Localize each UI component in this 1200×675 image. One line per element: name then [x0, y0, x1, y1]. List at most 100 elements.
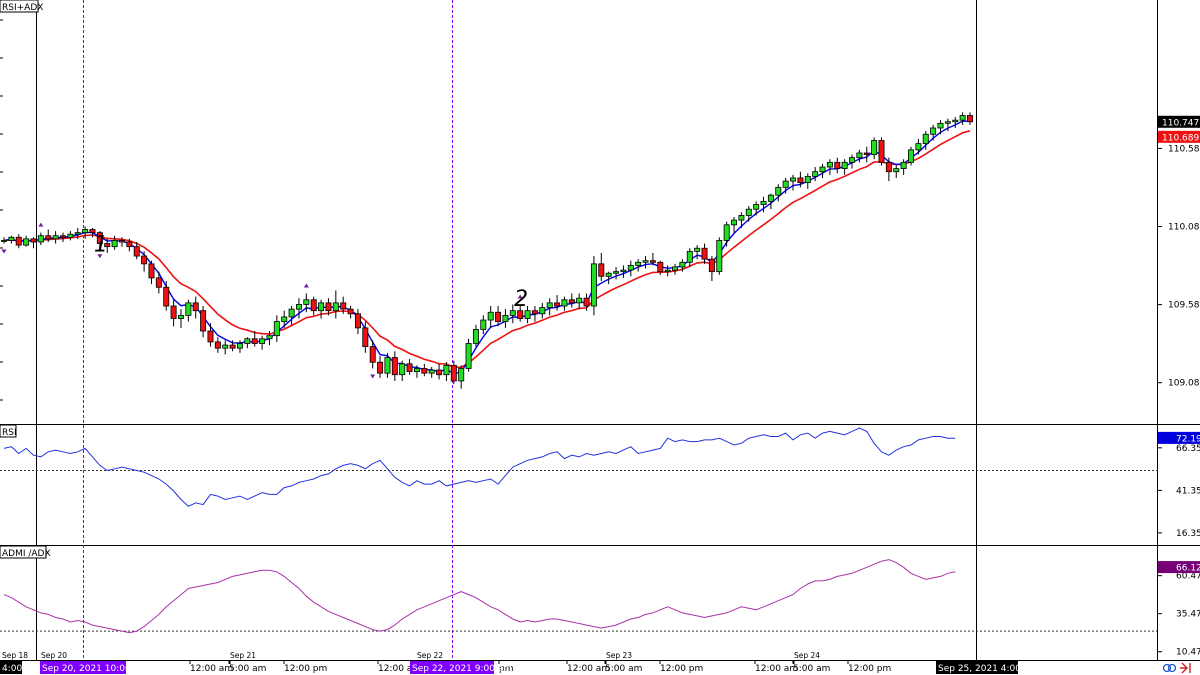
candle-body — [465, 343, 472, 369]
candle-body — [30, 238, 37, 243]
candle — [502, 309, 509, 328]
candle-body — [214, 341, 221, 349]
candle-body — [967, 115, 973, 123]
candle — [399, 360, 406, 381]
candle-body — [642, 260, 649, 263]
price-tick-label: 109.089 — [1168, 379, 1200, 389]
candle — [450, 360, 457, 385]
candle — [170, 299, 177, 327]
candle-body — [82, 229, 89, 234]
candle-body — [745, 208, 752, 216]
candle-body — [413, 368, 420, 372]
candle — [804, 173, 811, 189]
candle — [944, 118, 951, 132]
candle-body — [155, 277, 162, 288]
candle-body — [797, 177, 804, 184]
candle-body — [944, 121, 951, 124]
candle-body — [952, 119, 959, 123]
candle — [185, 299, 192, 322]
candle — [967, 112, 973, 125]
link-icon[interactable] — [1162, 663, 1177, 673]
candle-body — [480, 319, 487, 330]
candle-body — [244, 338, 251, 344]
candle-body — [767, 194, 774, 202]
candle — [45, 229, 52, 242]
candle — [273, 315, 280, 342]
autoscroll-arrow-icon[interactable] — [1180, 662, 1191, 674]
candle — [937, 120, 944, 135]
candle-body — [627, 265, 634, 271]
pane-title-rsi: RSI — [0, 424, 17, 438]
candle-body — [672, 266, 679, 271]
candle-body — [288, 308, 295, 318]
candle-body — [310, 299, 317, 312]
adx-tick-label: 10.47 — [1176, 648, 1200, 658]
candle-body — [119, 240, 125, 243]
candle — [701, 243, 708, 264]
candle — [207, 323, 214, 347]
candle-body — [937, 122, 944, 129]
candle — [708, 256, 715, 282]
main-price-pane[interactable]: 1 2 110.747 110.689 — [1, 112, 1200, 389]
candle — [155, 271, 162, 294]
candle-body — [222, 344, 229, 349]
candle-body — [605, 272, 612, 277]
candle — [74, 227, 81, 239]
rsi-pane[interactable]: 66.35 41.35 16.35 72.19 — [0, 427, 1200, 539]
candle — [495, 306, 502, 327]
candle — [126, 238, 133, 252]
slow-moving-average-line — [3, 130, 971, 369]
candle-body — [863, 152, 870, 155]
pane-title-main-text: RSI+ADX — [2, 3, 43, 13]
candle-body — [45, 235, 52, 240]
time-axis-label: 12:00 pm — [848, 664, 891, 674]
candle — [200, 306, 207, 338]
last-price-box — [1158, 130, 1200, 143]
time-axis-label: Sep 24 — [794, 651, 820, 660]
candle — [244, 337, 251, 349]
candle — [679, 259, 686, 272]
candle — [561, 296, 568, 311]
candle — [369, 340, 376, 369]
rsi-line — [3, 427, 956, 507]
candle-body — [930, 127, 937, 135]
time-axis-start-label: 4:00 — [2, 664, 22, 674]
candle-body — [893, 168, 900, 173]
adx-pane[interactable]: 60.47 35.47 10.47 66.12 — [0, 559, 1200, 658]
candle-body — [443, 364, 450, 376]
signal-arrow-down-icon — [1, 249, 7, 254]
candle-body — [790, 177, 797, 182]
candle — [436, 363, 443, 380]
candle-body — [281, 316, 288, 323]
candle — [664, 265, 671, 277]
candle-body — [841, 161, 848, 169]
candle-body — [37, 235, 44, 243]
candle — [908, 146, 914, 166]
candle-body — [428, 369, 435, 374]
candle-body — [163, 286, 170, 307]
candle-body — [52, 235, 59, 240]
candle — [605, 271, 612, 285]
candle — [760, 196, 767, 213]
candle-body — [826, 161, 833, 168]
rsi-last-value-box — [1158, 431, 1200, 444]
candle — [930, 124, 937, 141]
candle-body — [900, 161, 907, 169]
candle — [856, 149, 863, 163]
candle-body — [325, 302, 332, 312]
price-tick-label: 109.589 — [1168, 301, 1200, 311]
candle — [922, 131, 929, 150]
candle — [428, 366, 435, 378]
candle — [583, 293, 590, 311]
time-axis-label: Sep 20 — [41, 651, 67, 660]
candle — [384, 352, 391, 378]
candle — [362, 321, 369, 353]
candle — [480, 315, 487, 335]
candle — [487, 306, 494, 328]
candle — [782, 177, 789, 194]
signal-arrow-down-icon — [370, 374, 376, 379]
candle — [214, 337, 221, 353]
candle — [192, 296, 199, 319]
candle — [531, 306, 538, 322]
